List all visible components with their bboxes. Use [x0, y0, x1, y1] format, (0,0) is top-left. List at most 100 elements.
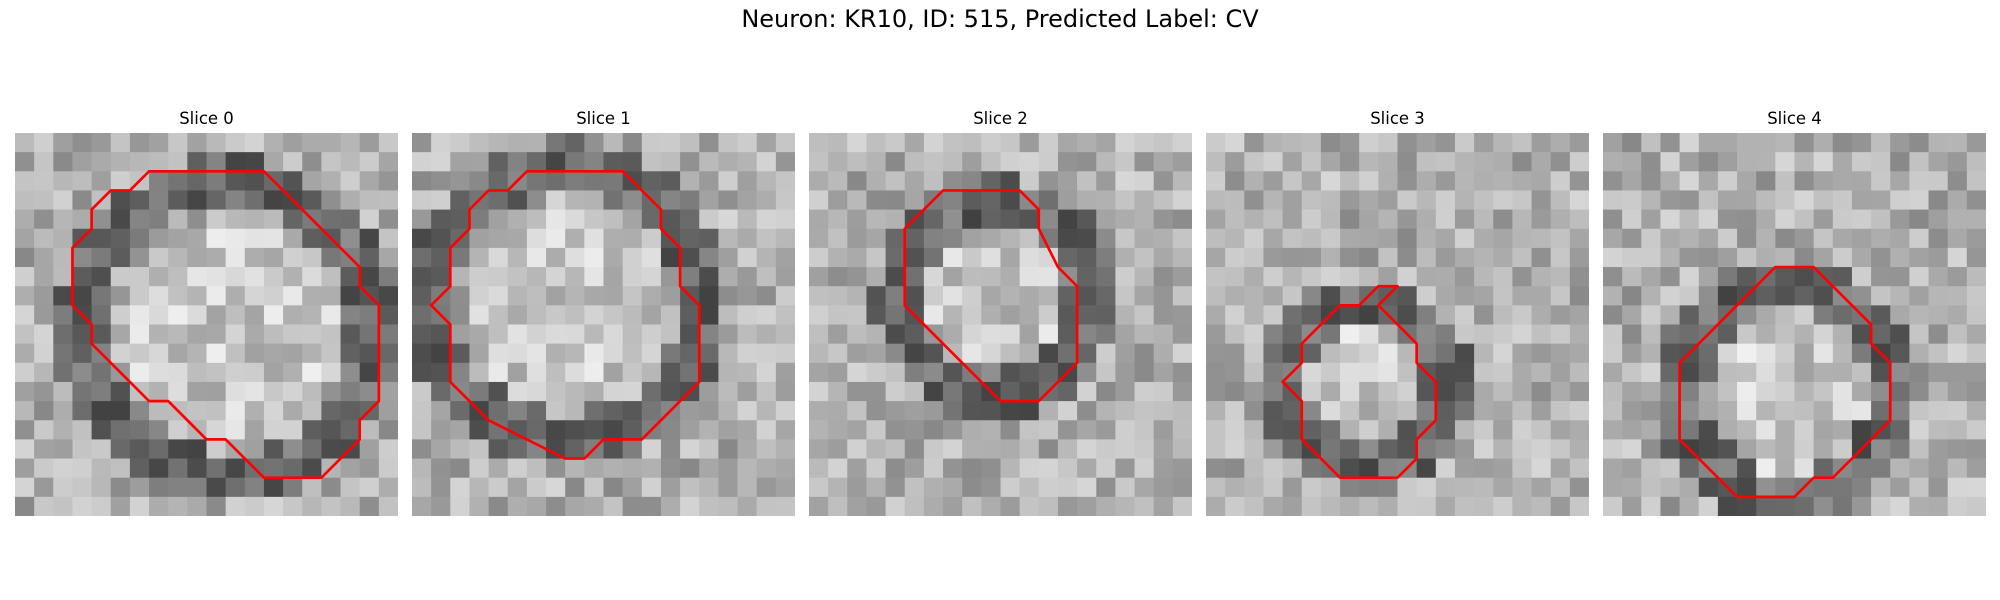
image-pixel — [526, 152, 547, 172]
image-pixel — [1493, 496, 1513, 516]
image-pixel — [1851, 324, 1872, 345]
image-pixel — [1756, 439, 1776, 459]
image-pixel — [1603, 171, 1623, 191]
image-pixel — [412, 477, 432, 498]
image-pixel — [53, 305, 73, 325]
image-pixel — [1569, 401, 1589, 421]
image-pixel — [1244, 286, 1264, 306]
image-pixel — [1928, 439, 1949, 459]
image-pixel — [1435, 247, 1456, 268]
image-pixel — [1603, 209, 1623, 230]
image-pixel — [168, 133, 188, 153]
image-pixel — [206, 439, 227, 459]
image-pixel — [359, 343, 380, 364]
image-pixel — [378, 477, 398, 498]
image-pixel — [526, 209, 547, 230]
roi-contour — [1281, 284, 1438, 480]
image-pixel — [1622, 133, 1642, 153]
image-pixel — [584, 267, 604, 287]
image-pixel — [1225, 267, 1245, 287]
image-pixel — [507, 190, 528, 210]
image-pixel — [1153, 152, 1174, 172]
image-pixel — [943, 324, 963, 345]
image-pixel — [1301, 171, 1322, 191]
image-pixel — [1019, 286, 1040, 306]
image-pixel — [847, 401, 867, 421]
image-pixel — [981, 305, 1001, 325]
image-pixel — [981, 171, 1001, 191]
image-pixel — [469, 420, 489, 440]
image-pixel — [1096, 228, 1116, 249]
image-pixel — [718, 420, 738, 440]
image-pixel — [34, 171, 54, 191]
image-pixel — [1263, 420, 1283, 440]
image-pixel — [1206, 171, 1226, 191]
image-pixel — [1263, 343, 1283, 364]
image-pixel — [1966, 477, 1986, 498]
image-pixel — [1019, 477, 1040, 498]
image-pixel — [1077, 324, 1097, 345]
image-pixel — [1172, 228, 1192, 249]
image-pixel — [1775, 171, 1795, 191]
image-pixel — [584, 420, 604, 440]
image-pixel — [1947, 228, 1968, 249]
image-pixel — [847, 209, 867, 230]
image-pixel — [431, 209, 451, 230]
image-pixel — [1909, 420, 1929, 440]
image-pixel — [809, 343, 829, 364]
image-pixel — [1947, 343, 1968, 364]
image-pixel — [1263, 133, 1283, 153]
image-pixel — [756, 247, 777, 268]
image-pixel — [1569, 286, 1589, 306]
image-pixel — [866, 458, 886, 479]
image-pixel — [1512, 381, 1532, 402]
image-pixel — [1172, 190, 1192, 210]
slice-image — [412, 133, 795, 516]
image-pixel — [1909, 496, 1929, 516]
image-pixel — [340, 362, 361, 383]
image-pixel — [450, 458, 470, 479]
image-pixel — [187, 152, 207, 172]
image-pixel — [1340, 477, 1360, 498]
image-pixel — [847, 267, 867, 287]
image-pixel — [1717, 420, 1738, 440]
image-pixel — [904, 152, 925, 172]
image-pixel — [1550, 286, 1571, 306]
image-pixel — [718, 228, 738, 249]
image-pixel — [1320, 247, 1341, 268]
image-pixel — [206, 190, 227, 210]
image-pixel — [847, 171, 867, 191]
image-pixel — [1890, 381, 1910, 402]
image-pixel — [72, 171, 92, 191]
image-pixel — [1416, 152, 1437, 172]
image-pixel — [943, 401, 963, 421]
image-pixel — [1550, 439, 1571, 459]
image-pixel — [378, 381, 398, 402]
image-pixel — [1622, 381, 1642, 402]
image-pixel — [641, 362, 662, 383]
image-pixel — [34, 286, 54, 306]
image-pixel — [72, 247, 92, 268]
image-pixel — [603, 420, 624, 440]
image-pixel — [1320, 171, 1341, 191]
image-pixel — [244, 496, 265, 516]
image-pixel — [847, 152, 867, 172]
image-pixel — [699, 228, 719, 249]
image-pixel — [340, 381, 361, 402]
image-pixel — [1359, 133, 1379, 153]
image-pixel — [1698, 286, 1719, 306]
image-pixel — [1244, 190, 1264, 210]
image-pixel — [1794, 305, 1815, 325]
image-pixel — [1679, 133, 1700, 153]
image-pixel — [1851, 190, 1872, 210]
image-pixel — [962, 190, 982, 210]
image-pixel — [1641, 343, 1661, 364]
image-pixel — [1512, 324, 1532, 345]
image-pixel — [302, 324, 322, 345]
image-pixel — [244, 190, 265, 210]
image-pixel — [283, 228, 303, 249]
image-pixel — [263, 209, 284, 230]
image-pixel — [1077, 286, 1097, 306]
image-pixel — [1603, 324, 1623, 345]
image-pixel — [1172, 305, 1192, 325]
